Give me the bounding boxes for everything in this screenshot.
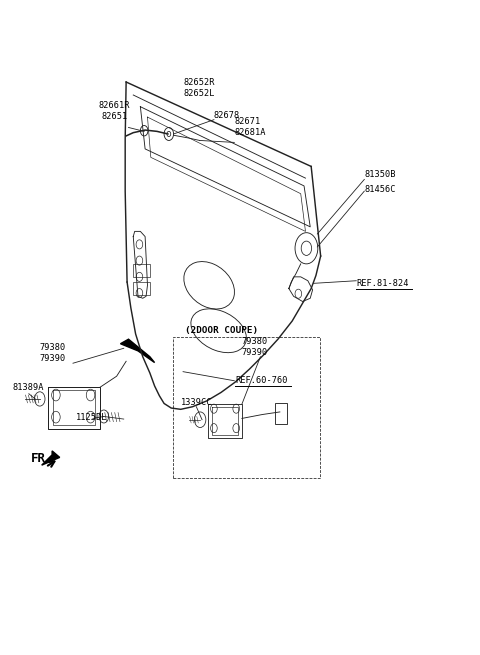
Text: 79380
79390: 79380 79390 [241,337,267,357]
Text: 79380
79390: 79380 79390 [39,343,66,364]
Bar [133,264,150,277]
Bar [133,282,150,295]
Text: FR.: FR. [31,452,54,465]
Text: 81389A: 81389A [12,383,44,392]
Text: 81350B: 81350B [364,170,396,179]
Text: (2DOOR COUPE): (2DOOR COUPE) [185,326,259,335]
Text: 82661R
82651: 82661R 82651 [99,101,131,121]
Text: 82652R
82652L: 82652R 82652L [184,78,216,98]
Text: 82678: 82678 [214,111,240,120]
Polygon shape [120,339,155,363]
Text: 81456C: 81456C [364,185,396,194]
Text: 1339CC: 1339CC [180,398,212,407]
Bar [275,403,288,424]
Polygon shape [42,451,60,465]
Bar [173,337,320,478]
Text: 1125DL: 1125DL [76,413,108,422]
Text: REF.60-760: REF.60-760 [235,376,288,385]
Text: 82671
82681A: 82671 82681A [234,117,266,137]
Text: REF.81-824: REF.81-824 [356,279,409,288]
